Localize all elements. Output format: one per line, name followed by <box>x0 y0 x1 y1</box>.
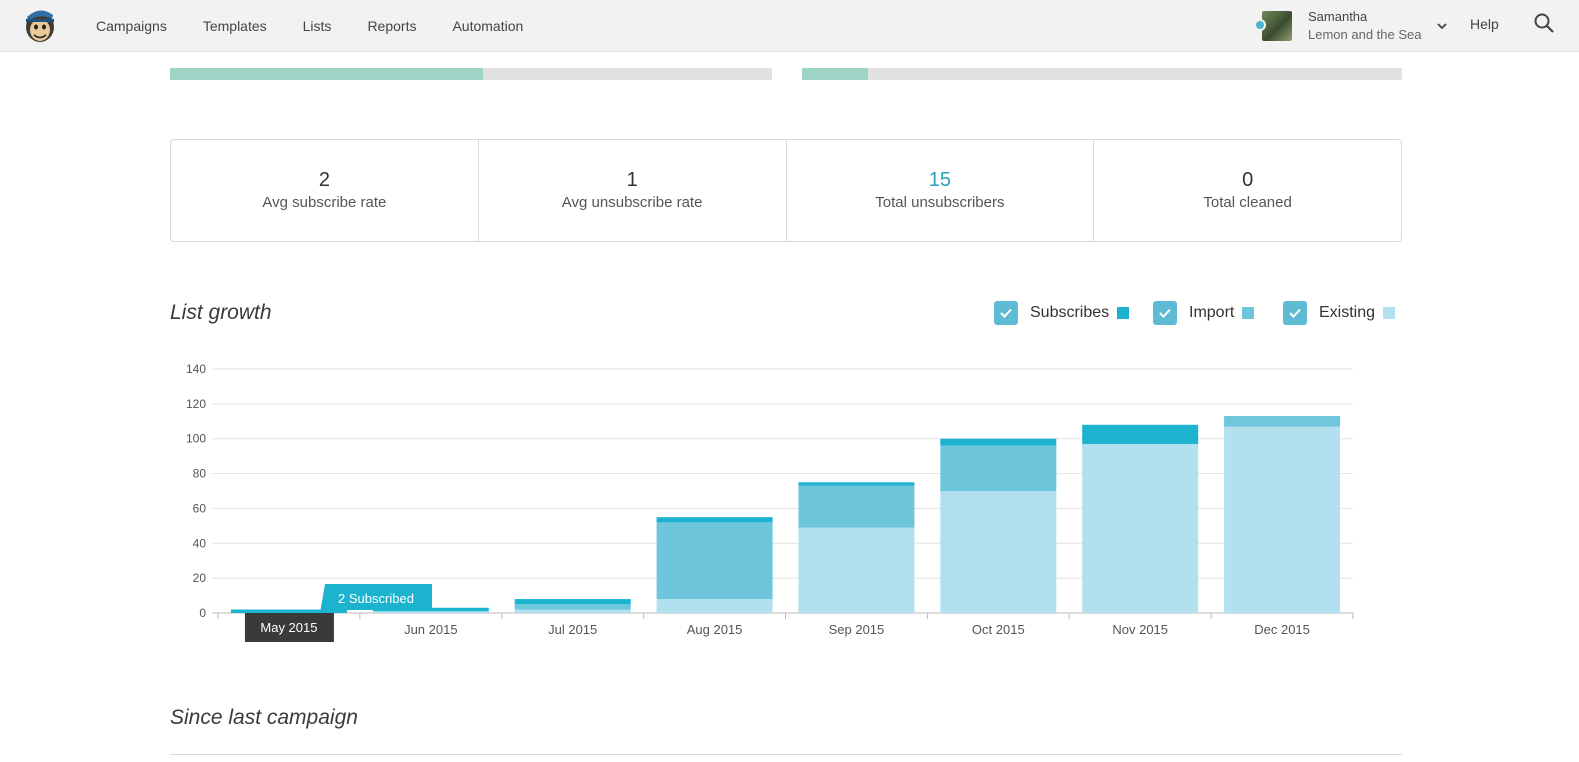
list-growth-title: List growth <box>170 301 272 324</box>
search-icon[interactable] <box>1533 12 1555 34</box>
bar-existing <box>656 599 773 613</box>
y-tick-label: 40 <box>193 536 207 550</box>
main-nav: Campaigns Templates Lists Reports Automa… <box>96 0 559 52</box>
bar-subscribes <box>372 607 489 612</box>
since-last-divider <box>170 754 1402 755</box>
check-icon <box>1000 308 1012 318</box>
bar-existing <box>798 527 915 613</box>
bar-subscribes <box>940 438 1057 446</box>
user-org: Lemon and the Sea <box>1308 27 1422 42</box>
y-tick-label: 100 <box>186 432 206 446</box>
bar-existing <box>1082 443 1199 613</box>
y-tick-label: 140 <box>186 362 206 376</box>
nav-automation[interactable]: Automation <box>452 18 524 34</box>
stat-label: Avg subscribe rate <box>262 194 387 211</box>
tooltip-month-box <box>244 613 334 642</box>
bar-import <box>940 445 1057 491</box>
nav-reports[interactable]: Reports <box>367 18 417 34</box>
nav-lists[interactable]: Lists <box>302 18 332 34</box>
y-tick-label: 20 <box>193 571 207 585</box>
progress-fill-left <box>170 68 484 80</box>
x-tick-label: Jun 2015 <box>404 622 458 637</box>
bar-existing <box>514 609 631 613</box>
y-tick-label: 0 <box>199 606 206 620</box>
mailchimp-logo-icon[interactable] <box>22 5 58 45</box>
x-tick-label: Nov 2015 <box>1112 622 1168 637</box>
list-stats: 2 Avg subscribe rate 1 Avg unsubscribe r… <box>170 139 1402 242</box>
bar-existing <box>1224 426 1341 613</box>
bar-existing <box>940 491 1057 613</box>
x-tick-label: Aug 2015 <box>687 622 743 637</box>
legend-swatch <box>1383 307 1396 319</box>
legend-label: Subscribes <box>1030 304 1110 321</box>
user-info: Samantha Lemon and the Sea <box>1308 8 1421 44</box>
stat-value: 0 <box>1242 169 1254 191</box>
top-nav-bar: Campaigns Templates Lists Reports Automa… <box>0 0 1579 52</box>
bar-subscribes <box>656 517 773 523</box>
stat-value: 2 <box>318 169 330 191</box>
check-icon <box>1159 308 1171 318</box>
legend-import[interactable]: Import <box>1153 301 1255 325</box>
check-icon <box>1289 308 1301 318</box>
status-dot-icon <box>1254 19 1266 31</box>
y-tick-label: 60 <box>193 501 207 515</box>
tooltip-bubble <box>320 584 432 613</box>
x-tick-label: Jul 2015 <box>548 622 597 637</box>
tooltip-month-label: May 2015 <box>260 620 317 635</box>
bar-import <box>1224 416 1341 427</box>
progress-fill-right <box>802 68 868 80</box>
import-checkbox[interactable] <box>1153 301 1177 325</box>
legend-swatch <box>1117 307 1130 319</box>
bar-import <box>798 485 915 528</box>
user-menu[interactable]: Samantha Lemon and the Sea <box>1254 0 1448 52</box>
bar-import <box>656 522 773 600</box>
bar-subscribes <box>230 609 347 613</box>
progress-bar-left <box>170 68 772 80</box>
x-tick-label: Dec 2015 <box>1254 622 1310 637</box>
nav-templates[interactable]: Templates <box>202 18 267 34</box>
bar-import <box>514 604 631 610</box>
existing-checkbox[interactable] <box>1283 301 1307 325</box>
legend-label: Import <box>1189 304 1235 321</box>
legend-existing[interactable]: Existing <box>1283 301 1396 325</box>
subscribes-checkbox[interactable] <box>994 301 1018 325</box>
stat-label: Total cleaned <box>1203 194 1292 211</box>
stat-avg-subscribe: 2 Avg subscribe rate <box>171 140 479 241</box>
help-link[interactable]: Help <box>1470 16 1499 32</box>
bar-subscribes <box>1082 424 1199 444</box>
y-tick-label: 80 <box>193 467 207 481</box>
stat-value-link[interactable]: 15 <box>928 169 951 191</box>
avatar[interactable] <box>1254 11 1292 41</box>
y-tick-label: 120 <box>186 397 206 411</box>
stat-total-unsubscribers[interactable]: 15 Total unsubscribers <box>787 140 1095 241</box>
progress-bar-right <box>802 68 1402 80</box>
stat-label: Avg unsubscribe rate <box>561 194 703 211</box>
stat-label: Total unsubscribers <box>875 194 1005 211</box>
x-tick-label: Oct 2015 <box>972 622 1025 637</box>
since-last-campaign-title: Since last campaign <box>170 706 358 729</box>
legend-swatch <box>1242 307 1255 319</box>
x-tick-label: Sep 2015 <box>829 622 885 637</box>
bar-subscribes <box>514 599 631 605</box>
nav-campaigns[interactable]: Campaigns <box>96 18 167 34</box>
stat-avg-unsubscribe: 1 Avg unsubscribe rate <box>479 140 787 241</box>
stat-total-cleaned: 0 Total cleaned <box>1094 140 1401 241</box>
legend-label: Existing <box>1319 304 1376 321</box>
stat-value: 1 <box>626 169 638 191</box>
bar-existing <box>372 611 489 613</box>
tooltip-text: 2 Subscribed <box>338 591 414 606</box>
bar-subscribes <box>798 482 915 486</box>
user-name: Samantha <box>1308 9 1368 24</box>
chevron-down-icon[interactable] <box>1437 21 1448 31</box>
legend-subscribes[interactable]: Subscribes <box>994 301 1130 325</box>
